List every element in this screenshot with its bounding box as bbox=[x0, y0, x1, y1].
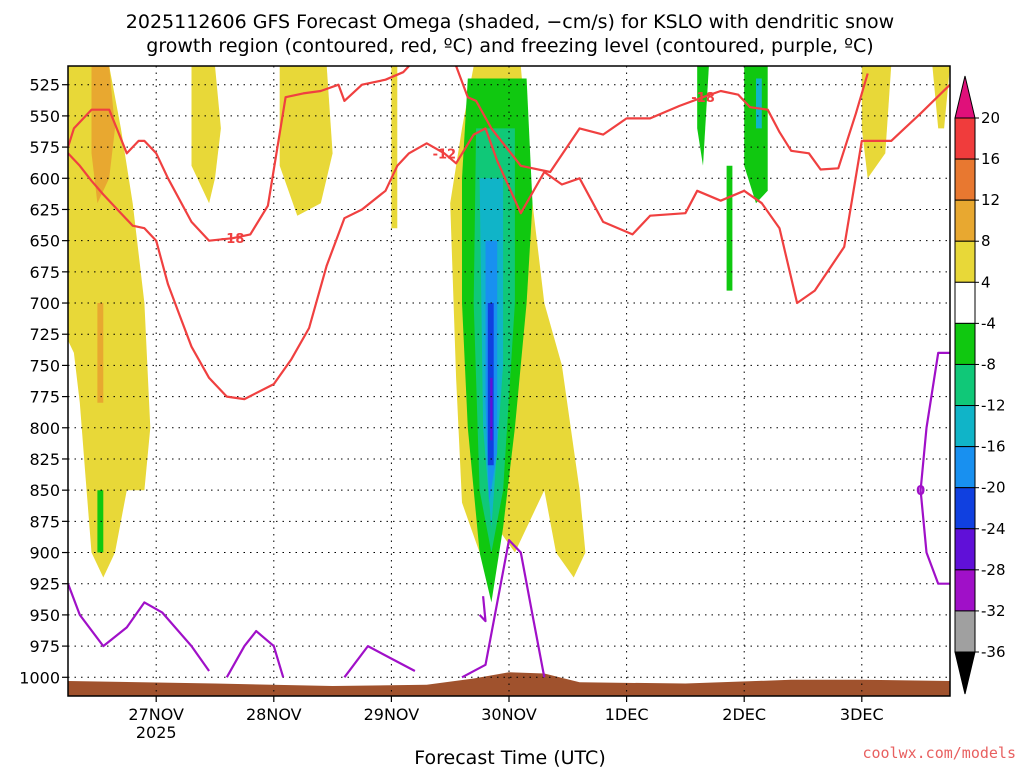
purple-contour-label-5: 0 bbox=[916, 484, 925, 499]
chart-title-line1: 2025112606 GFS Forecast Omega (shaded, −… bbox=[126, 11, 894, 33]
colorbar-label-0: 20 bbox=[981, 109, 1000, 127]
y-tick-label-825: 825 bbox=[29, 450, 60, 469]
colorbar-swatch-2 bbox=[954, 199, 976, 242]
x-tick-label-30NOV: 30NOV bbox=[481, 705, 537, 724]
omega-shade-2-1 bbox=[744, 66, 768, 204]
freezing-level-contours: 0 bbox=[68, 351, 950, 679]
y-axis-ticks: 525 550 575 600 625 650 675 700 725 750 775 800 825 8… bbox=[19, 76, 68, 687]
y-tick-label-625: 625 bbox=[29, 200, 60, 219]
omega-shade-0-1 bbox=[191, 66, 221, 204]
x-tick-label-27NOV: 27NOV bbox=[128, 705, 184, 724]
x-tick-sublabel-27NOV: 2025 bbox=[136, 723, 177, 742]
colorbar-swatch-8 bbox=[954, 446, 976, 489]
purple-contour-line-1 bbox=[225, 630, 285, 678]
y-tick-label-975: 975 bbox=[29, 637, 60, 656]
purple-contour-line-0 bbox=[68, 583, 210, 672]
dendritic-growth-contours: -18 -18 -12 bbox=[68, 66, 950, 401]
y-tick-label-575: 575 bbox=[29, 138, 60, 157]
purple-contour-line-2 bbox=[343, 645, 416, 678]
x-tick-label-2DEC: 2DEC bbox=[722, 705, 766, 724]
colorbar-swatch-7 bbox=[954, 405, 976, 448]
colorbar-swatch-6 bbox=[954, 363, 976, 407]
colorbar-swatch-10 bbox=[954, 528, 976, 571]
colorbar-label-4: 4 bbox=[981, 273, 991, 291]
colorbar-label-2: 12 bbox=[981, 191, 1000, 209]
colorbar-label-9: -20 bbox=[981, 479, 1006, 497]
colorbar-label-1: 16 bbox=[981, 150, 1000, 168]
purple-contour-line-4 bbox=[478, 596, 487, 623]
red-contour-line-2 bbox=[68, 83, 950, 401]
omega-shade-7-0 bbox=[490, 377, 493, 441]
colorbar-swatch-9 bbox=[954, 487, 976, 530]
omega-shading bbox=[68, 66, 950, 603]
colorbar-label-8: -16 bbox=[981, 438, 1006, 456]
y-tick-label-700: 700 bbox=[29, 294, 60, 313]
colorbar-label-12: -32 bbox=[981, 602, 1006, 620]
y-tick-label-750: 750 bbox=[29, 356, 60, 375]
colorbar: 20 16 12 8 4 -4 -8 -12 -16 -20 -24 -28 -32 -36 bbox=[954, 75, 1006, 695]
colorbar-under-arrow bbox=[954, 651, 976, 695]
purple-contour-line-5 bbox=[919, 351, 950, 585]
y-tick-label-650: 650 bbox=[29, 232, 60, 251]
omega-shade-0-6 bbox=[861, 66, 892, 179]
y-tick-label-675: 675 bbox=[29, 263, 60, 282]
colorbar-swatch-1 bbox=[954, 158, 976, 201]
omega-shade-1-1 bbox=[97, 303, 104, 403]
omega-shade-2-4 bbox=[97, 490, 104, 553]
colorbar-swatch-5 bbox=[954, 322, 976, 365]
colorbar-label-11: -28 bbox=[981, 561, 1006, 579]
colorbar-over-arrow bbox=[954, 75, 976, 119]
x-tick-label-28NOV: 28NOV bbox=[246, 705, 302, 724]
red-contour-label-1: -18 bbox=[691, 91, 715, 106]
y-tick-label-850: 850 bbox=[29, 481, 60, 500]
colorbar-swatch-12 bbox=[954, 610, 976, 653]
colorbar-label-6: -8 bbox=[981, 355, 996, 373]
colorbar-label-7: -12 bbox=[981, 397, 1006, 415]
purple-contour-line-3 bbox=[461, 539, 546, 679]
x-axis-title: Forecast Time (UTC) bbox=[414, 747, 605, 768]
y-tick-label-550: 550 bbox=[29, 107, 60, 126]
grid-lines bbox=[68, 66, 950, 696]
y-tick-label-775: 775 bbox=[29, 388, 60, 407]
chart-title-line2: growth region (contoured, red, ºC) and f… bbox=[146, 35, 873, 57]
credit-link[interactable]: coolwx.com/models bbox=[862, 744, 1016, 762]
y-tick-label-800: 800 bbox=[29, 419, 60, 438]
colorbar-swatch-4 bbox=[954, 281, 976, 324]
colorbar-swatch-0 bbox=[954, 117, 976, 160]
x-tick-label-1DEC: 1DEC bbox=[605, 705, 649, 724]
red-contour-label-0: -18 bbox=[221, 232, 245, 247]
y-tick-label-1000: 1000 bbox=[19, 668, 60, 687]
colorbar-label-10: -24 bbox=[981, 520, 1006, 538]
omega-shade-4-1 bbox=[756, 78, 762, 129]
y-tick-label-875: 875 bbox=[29, 512, 60, 531]
omega-shade-2-2 bbox=[697, 66, 709, 166]
x-tick-label-29NOV: 29NOV bbox=[364, 705, 420, 724]
y-tick-label-525: 525 bbox=[29, 76, 60, 95]
red-contour-line-0 bbox=[68, 66, 410, 242]
red-contour-label-2: -12 bbox=[433, 147, 457, 162]
y-tick-label-950: 950 bbox=[29, 606, 60, 625]
x-tick-label-3DEC: 3DEC bbox=[840, 705, 884, 724]
colorbar-swatch-11 bbox=[954, 569, 976, 612]
y-tick-label-725: 725 bbox=[29, 325, 60, 344]
colorbar-label-3: 8 bbox=[981, 232, 991, 250]
omega-shade-0-2 bbox=[279, 66, 333, 216]
colorbar-label-5: -4 bbox=[981, 314, 996, 332]
omega-shade-0-0 bbox=[68, 66, 151, 578]
y-tick-label-925: 925 bbox=[29, 575, 60, 594]
omega-shade-1-0 bbox=[91, 66, 115, 204]
omega-shade-0-5 bbox=[932, 66, 950, 129]
y-tick-label-600: 600 bbox=[29, 169, 60, 188]
red-contour-line-1 bbox=[455, 66, 869, 174]
colorbar-label-13: -36 bbox=[981, 643, 1006, 661]
colorbar-swatch-3 bbox=[954, 240, 976, 283]
y-tick-label-900: 900 bbox=[29, 544, 60, 563]
